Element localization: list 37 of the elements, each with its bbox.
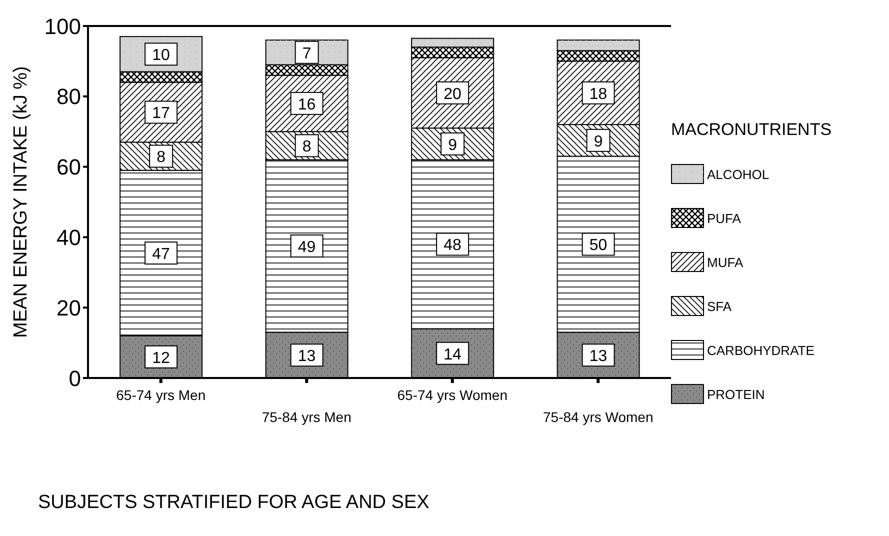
legend-label: PUFA: [707, 210, 741, 226]
data-label: 18: [589, 86, 608, 103]
legend-label: SFA: [707, 298, 732, 314]
x-tick-label: 65-74 yrs Men: [116, 387, 206, 403]
data-label: 13: [589, 348, 608, 366]
y-tick-label: 20: [56, 295, 81, 320]
y-tick-label: 60: [56, 154, 81, 180]
data-label: 8: [156, 149, 166, 166]
data-label: 50: [589, 237, 608, 254]
data-label: 7: [302, 45, 312, 62]
legend-label: CARBOHYDRATE: [707, 342, 814, 358]
data-label: 16: [298, 96, 316, 114]
y-tick-label: 0: [68, 366, 81, 391]
legend-title: MACRONUTRIENTS: [671, 120, 833, 140]
x-tick-label: 75-84 yrs Men: [262, 409, 352, 425]
legend-label: ALCOHOL: [707, 166, 770, 182]
legend-label: PROTEIN: [707, 386, 765, 402]
data-label: 13: [298, 348, 316, 366]
data-label: 47: [152, 246, 170, 264]
x-tick-label: 65-74 yrs Women: [397, 387, 508, 403]
data-label: 20: [444, 86, 462, 103]
y-axis-title: MEAN ENERGY INTAKE (kJ %): [10, 66, 32, 338]
data-label: 14: [444, 346, 462, 364]
data-label: 8: [302, 138, 312, 156]
y-tick-label: 40: [56, 225, 81, 250]
data-label: 9: [594, 133, 603, 150]
x-tick-label: 75-84 yrs Women: [543, 409, 654, 425]
y-tick-label: 80: [56, 84, 81, 110]
data-label: 10: [152, 47, 170, 64]
data-label: 48: [444, 237, 462, 254]
data-label: 9: [448, 136, 458, 154]
legend-label: MUFA: [707, 254, 744, 270]
y-tick-label: 100: [44, 14, 81, 39]
data-label: 17: [152, 105, 170, 122]
x-axis-title: SUBJECTS STRATIFIED FOR AGE AND SEX: [38, 492, 430, 513]
data-label: 49: [298, 239, 316, 256]
data-label: 12: [152, 350, 170, 367]
